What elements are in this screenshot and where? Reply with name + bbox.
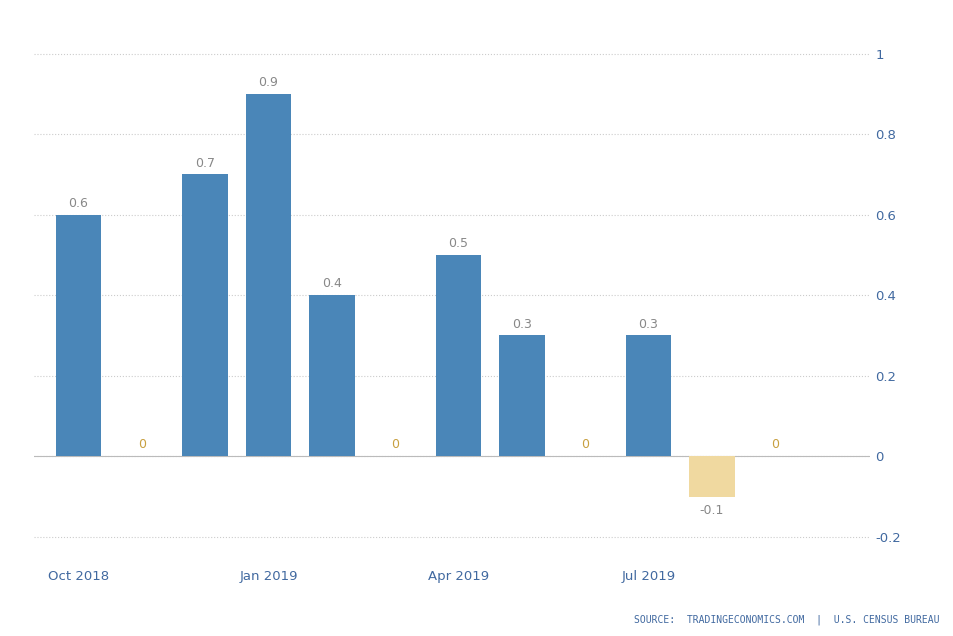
- Text: 0: 0: [580, 438, 589, 452]
- Text: 0: 0: [770, 438, 779, 452]
- Text: SOURCE:  TRADINGECONOMICS.COM  |  U.S. CENSUS BUREAU: SOURCE: TRADINGECONOMICS.COM | U.S. CENS…: [634, 614, 939, 625]
- Text: 0: 0: [391, 438, 398, 452]
- Text: 0.6: 0.6: [69, 197, 89, 210]
- Text: 0.3: 0.3: [512, 317, 531, 331]
- Text: 0.7: 0.7: [195, 156, 214, 170]
- Text: -0.1: -0.1: [699, 504, 723, 517]
- Text: 0.9: 0.9: [258, 76, 278, 89]
- Bar: [436, 255, 480, 456]
- Text: 0.4: 0.4: [321, 277, 341, 291]
- Bar: [625, 335, 671, 456]
- Bar: [309, 295, 355, 456]
- Bar: [498, 335, 544, 456]
- Text: 0: 0: [137, 438, 146, 452]
- Bar: [55, 214, 101, 456]
- Bar: [245, 94, 291, 456]
- Text: 0.3: 0.3: [638, 317, 658, 331]
- Bar: [688, 456, 734, 497]
- Text: 0.5: 0.5: [448, 237, 468, 250]
- Bar: [182, 174, 228, 456]
